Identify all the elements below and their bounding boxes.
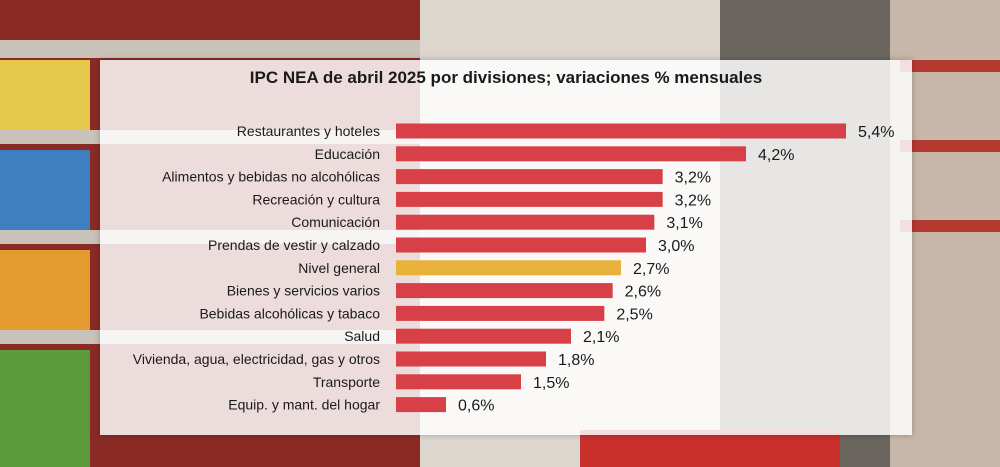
value-label: 1,5% bbox=[533, 375, 569, 392]
value-label: 2,7% bbox=[633, 261, 669, 278]
value-label: 4,2% bbox=[758, 147, 794, 164]
value-label: 3,1% bbox=[666, 215, 702, 232]
bar bbox=[396, 374, 521, 390]
bar bbox=[396, 191, 663, 207]
chart-title: IPC NEA de abril 2025 por divisiones; va… bbox=[249, 68, 763, 87]
bar bbox=[396, 146, 746, 162]
bar bbox=[396, 283, 613, 299]
category-label: Alimentos y bebidas no alcohólicas bbox=[162, 169, 380, 185]
category-label: Restaurantes y hoteles bbox=[237, 123, 380, 139]
bar bbox=[396, 328, 571, 344]
value-label: 2,6% bbox=[625, 284, 661, 301]
category-label: Vivienda, agua, electricidad, gas y otro… bbox=[133, 351, 380, 367]
category-label: Salud bbox=[344, 328, 380, 344]
category-label: Equip. y mant. del hogar bbox=[228, 397, 380, 413]
bar bbox=[396, 351, 546, 367]
value-label: 1,8% bbox=[558, 352, 594, 369]
value-label: 0,6% bbox=[458, 398, 494, 415]
bar bbox=[396, 305, 605, 321]
value-label: 5,4% bbox=[858, 124, 894, 141]
value-label: 3,0% bbox=[658, 238, 694, 255]
value-label: 2,5% bbox=[616, 306, 652, 323]
bar bbox=[396, 214, 655, 230]
bar bbox=[396, 123, 846, 139]
category-label: Bienes y servicios varios bbox=[227, 283, 380, 299]
category-label: Bebidas alcohólicas y tabaco bbox=[199, 305, 380, 321]
category-label: Nivel general bbox=[298, 260, 380, 276]
value-label: 3,2% bbox=[675, 192, 711, 209]
bar bbox=[396, 169, 663, 185]
category-label: Recreación y cultura bbox=[252, 191, 380, 207]
bar bbox=[396, 397, 446, 413]
category-label: Comunicación bbox=[291, 214, 380, 230]
value-label: 2,1% bbox=[583, 329, 619, 346]
category-label: Transporte bbox=[313, 374, 380, 390]
bar-highlight bbox=[396, 260, 621, 276]
bar bbox=[396, 237, 646, 253]
category-label: Educación bbox=[315, 146, 380, 162]
value-label: 3,2% bbox=[675, 170, 711, 187]
bar-chart: Restaurantes y hoteles 5,4% Educación 4,2% A… bbox=[133, 123, 895, 415]
category-label: Prendas de vestir y calzado bbox=[208, 237, 380, 253]
